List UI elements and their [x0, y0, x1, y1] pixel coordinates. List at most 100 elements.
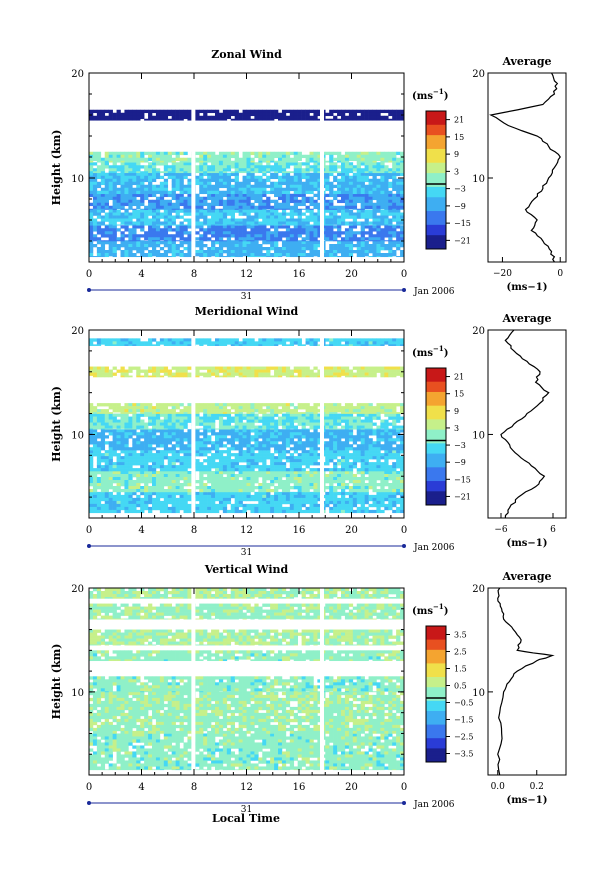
heatmap-cell: [167, 450, 172, 454]
heatmap-cell: [380, 221, 385, 225]
heatmap-cell: [187, 168, 192, 172]
heatmap-cell: [309, 241, 314, 245]
heatmap-cell: [309, 202, 314, 207]
x-tick-label: 4: [138, 269, 144, 280]
heatmap-cell: [329, 438, 334, 442]
heatmap-cell: [293, 441, 298, 445]
heatmap-cell: [297, 225, 302, 229]
heatmap-cell: [356, 154, 361, 159]
heatmap-cell: [175, 253, 180, 257]
heatmap-cell: [167, 506, 172, 511]
heatmap-cell: [203, 509, 208, 514]
heatmap-cell: [246, 209, 251, 213]
heatmap-cell: [92, 202, 98, 207]
heatmap-cell: [215, 224, 220, 226]
heatmap-cell: [234, 187, 239, 192]
heatmap-cell: [155, 480, 161, 484]
heatmap-cell: [293, 202, 298, 207]
heatmap-cell: [266, 168, 271, 172]
heatmap-cell: [234, 184, 239, 189]
heatmap-cell: [337, 429, 342, 433]
heatmap-cell: [112, 184, 117, 189]
heatmap-cell: [278, 456, 283, 460]
heatmap-cell: [159, 171, 165, 174]
heatmap-cell: [344, 193, 350, 198]
heatmap-cell: [163, 250, 169, 254]
heatmap-cell: [92, 218, 98, 222]
heatmap-cell: [384, 215, 389, 219]
heatmap-cell: [155, 172, 161, 177]
heatmap-cell: [89, 228, 94, 232]
heatmap-cell: [356, 231, 361, 235]
heatmap-cell: [171, 503, 176, 508]
heatmap-cell: [104, 212, 109, 216]
heatmap-cell: [124, 112, 129, 117]
heatmap-cell: [100, 489, 106, 493]
heatmap-cell: [289, 465, 295, 469]
heatmap-cell: [368, 256, 373, 258]
heatmap-cell: [195, 459, 200, 463]
heatmap-cell: [226, 438, 232, 442]
heatmap-cell: [254, 224, 259, 226]
heatmap-cell: [337, 154, 342, 159]
heatmap-cell: [159, 231, 165, 235]
heatmap-cell: [120, 154, 125, 159]
heatmap-cell: [285, 199, 291, 204]
heatmap-cell: [274, 202, 279, 207]
heatmap-cell: [309, 237, 314, 241]
heatmap-cell: [270, 237, 275, 241]
heatmap-cell: [218, 240, 224, 242]
heatmap-cell: [246, 212, 251, 216]
heatmap-cell: [400, 109, 405, 114]
heatmap-cell: [309, 175, 314, 180]
heatmap-cell: [215, 231, 220, 235]
heatmap-cell: [218, 468, 224, 472]
heatmap-cell: [325, 468, 330, 472]
heatmap-cell: [222, 112, 228, 117]
heatmap-cell: [148, 151, 153, 156]
heatmap-cell: [215, 237, 220, 241]
heatmap-cell: [116, 172, 121, 177]
heatmap-cell: [120, 450, 125, 454]
heatmap-cell: [348, 256, 354, 258]
heatmap-cell: [92, 435, 98, 439]
heatmap-cell: [234, 453, 239, 457]
heatmap-cell: [333, 162, 338, 166]
heatmap-cell: [348, 171, 354, 174]
heatmap-cell: [348, 162, 354, 166]
heatmap-cell: [344, 240, 350, 242]
heatmap-cell: [242, 503, 247, 508]
heatmap-cell: [254, 240, 259, 242]
heatmap-cell: [246, 112, 251, 117]
heatmap-cell: [215, 474, 220, 478]
heatmap-cell: [96, 503, 102, 508]
heatmap-cell: [285, 162, 291, 166]
heatmap-cell: [230, 205, 235, 210]
heatmap-cell: [392, 212, 397, 216]
heatmap-cell: [396, 218, 401, 222]
heatmap-cell: [104, 225, 109, 229]
heatmap-cell: [179, 465, 184, 469]
heatmap-cell: [344, 450, 350, 454]
heatmap-cell: [293, 168, 298, 172]
heatmap-cell: [376, 190, 381, 195]
heatmap-cell: [132, 212, 137, 216]
heatmap-cell: [388, 432, 393, 436]
heatmap-cell: [258, 483, 263, 487]
heatmap-cell: [144, 218, 149, 222]
heatmap-cell: [175, 215, 180, 219]
heatmap-cell: [258, 435, 263, 439]
heatmap-cell: [92, 244, 98, 248]
heatmap-cell: [254, 218, 259, 222]
heatmap-cell: [159, 237, 165, 241]
heatmap-cell: [215, 494, 220, 499]
heatmap-cell: [92, 196, 98, 201]
heatmap-cell: [352, 474, 358, 478]
heatmap-cell: [218, 244, 224, 248]
heatmap-cell: [309, 196, 314, 201]
heatmap-cell: [136, 209, 141, 213]
heatmap-cell: [152, 162, 157, 166]
heatmap-cell: [171, 168, 176, 172]
heatmap-cell: [384, 181, 389, 186]
heatmap-cell: [140, 208, 145, 210]
